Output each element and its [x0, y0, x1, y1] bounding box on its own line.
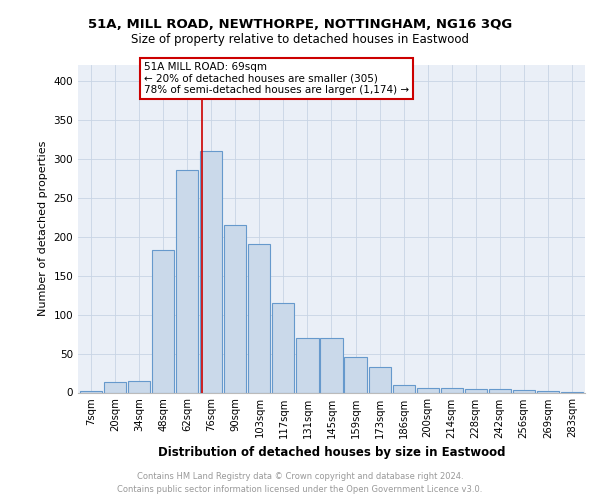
Bar [80, 391, 102, 392]
Bar [512, 390, 535, 392]
Bar [296, 338, 319, 392]
Bar [128, 381, 151, 392]
Bar [440, 388, 463, 392]
Bar [176, 170, 199, 392]
Y-axis label: Number of detached properties: Number of detached properties [38, 141, 48, 316]
Bar [416, 388, 439, 392]
Bar [537, 391, 559, 392]
Bar [272, 303, 295, 392]
Bar [104, 382, 126, 392]
Text: Size of property relative to detached houses in Eastwood: Size of property relative to detached ho… [131, 32, 469, 46]
Text: 51A, MILL ROAD, NEWTHORPE, NOTTINGHAM, NG16 3QG: 51A, MILL ROAD, NEWTHORPE, NOTTINGHAM, N… [88, 18, 512, 30]
Bar [344, 358, 367, 392]
X-axis label: Distribution of detached houses by size in Eastwood: Distribution of detached houses by size … [158, 446, 505, 459]
Bar [200, 151, 223, 392]
Bar [248, 244, 271, 392]
Bar [320, 338, 343, 392]
Bar [464, 390, 487, 392]
Bar [152, 250, 175, 392]
Text: 51A MILL ROAD: 69sqm
← 20% of detached houses are smaller (305)
78% of semi-deta: 51A MILL ROAD: 69sqm ← 20% of detached h… [144, 62, 409, 95]
Bar [392, 384, 415, 392]
Bar [488, 388, 511, 392]
Text: Contains HM Land Registry data © Crown copyright and database right 2024.
Contai: Contains HM Land Registry data © Crown c… [118, 472, 482, 494]
Bar [368, 367, 391, 392]
Bar [224, 225, 247, 392]
